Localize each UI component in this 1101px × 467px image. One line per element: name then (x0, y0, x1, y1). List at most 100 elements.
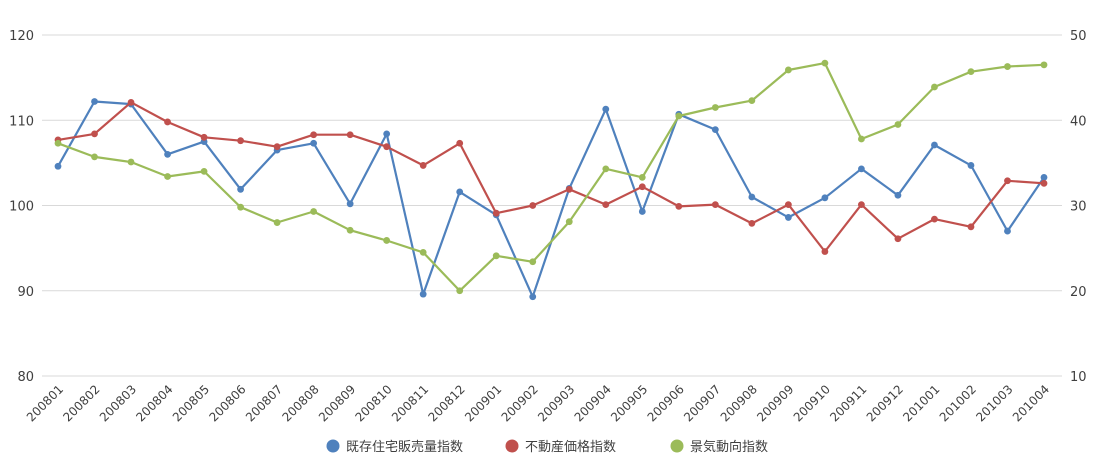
data-point (383, 130, 391, 138)
data-point (456, 287, 464, 295)
data-point (784, 214, 792, 221)
data-point (91, 130, 98, 138)
data-point (492, 252, 500, 260)
right-tick-label: 20 (1070, 285, 1087, 300)
x-tick-label: 200903 (535, 382, 577, 424)
data-point (821, 194, 829, 202)
x-tick-label: 200811 (389, 382, 431, 424)
x-tick-label: 201002 (937, 382, 979, 424)
data-point (91, 153, 98, 161)
data-point (383, 237, 391, 244)
right-tick-label: 10 (1070, 370, 1087, 385)
data-point (602, 105, 610, 113)
data-point (967, 162, 975, 169)
data-point (638, 208, 646, 215)
legend-label: 既存住宅販売量指数 (346, 439, 463, 455)
data-point (858, 201, 865, 209)
x-tick-label: 200904 (572, 382, 614, 424)
left-tick-label: 100 (9, 200, 34, 215)
data-point (748, 97, 756, 105)
data-point (711, 126, 719, 134)
data-point (784, 66, 792, 74)
x-tick-label: 200908 (718, 382, 760, 424)
data-point (1040, 179, 1048, 187)
x-tick-label: 200912 (864, 382, 906, 424)
data-point (310, 131, 318, 139)
data-point (237, 185, 244, 193)
data-point (638, 183, 646, 191)
gridlines (42, 34, 1062, 377)
data-point (821, 248, 829, 255)
data-point (164, 173, 171, 180)
series-2 (54, 98, 1048, 255)
legend-marker (326, 439, 340, 453)
x-tick-label: 200902 (499, 382, 541, 424)
data-point (931, 83, 938, 91)
x-tick-label: 200804 (133, 382, 175, 424)
x-tick-label: 200806 (206, 382, 248, 424)
left-y-axis: 80 90 100 110 120 (9, 29, 34, 385)
left-tick-label: 90 (17, 285, 34, 300)
series-line (57, 100, 1045, 298)
data-point (346, 131, 354, 139)
data-point (711, 201, 719, 209)
x-tick-label: 200801 (24, 382, 66, 424)
data-point (237, 203, 244, 211)
x-tick-label: 201001 (900, 382, 942, 424)
x-tick-label: 200906 (645, 382, 687, 424)
data-point (894, 235, 902, 243)
x-tick-label: 200911 (827, 382, 869, 424)
series-3 (54, 59, 1048, 295)
data-point (602, 165, 610, 173)
data-point (127, 98, 135, 106)
data-point (931, 141, 938, 149)
data-point (529, 202, 537, 209)
data-point (237, 137, 244, 145)
data-point (164, 150, 171, 158)
data-point (273, 219, 281, 226)
data-point (91, 98, 98, 105)
data-point (858, 165, 865, 173)
right-tick-label: 40 (1070, 114, 1087, 129)
left-tick-label: 80 (17, 370, 34, 385)
data-point (200, 133, 208, 141)
data-point (456, 188, 464, 196)
x-tick-label: 200803 (97, 382, 139, 424)
data-point (638, 173, 646, 181)
data-point (784, 201, 792, 209)
data-point (894, 121, 902, 128)
data-point (1004, 177, 1011, 185)
legend: 既存住宅販売量指数 不動産価格指数 景気動向指数 (326, 439, 768, 455)
legend-marker (505, 439, 519, 453)
data-point (419, 162, 427, 169)
data-point (529, 258, 537, 266)
right-y-axis: 10 20 30 40 50 (1070, 29, 1087, 385)
x-tick-label: 200802 (60, 382, 102, 424)
data-point (200, 168, 208, 175)
series-1 (54, 98, 1048, 301)
data-point (675, 112, 683, 120)
data-point (346, 200, 354, 208)
data-point (492, 209, 500, 217)
data-point (419, 290, 427, 298)
x-tick-label: 200812 (426, 382, 468, 424)
data-point (967, 223, 975, 231)
data-point (1004, 63, 1011, 70)
data-point (310, 208, 318, 215)
x-tick-label: 200808 (279, 382, 321, 424)
data-point (748, 193, 756, 201)
data-point (967, 68, 975, 76)
data-point (273, 143, 281, 151)
x-tick-label: 200809 (316, 382, 358, 424)
x-tick-label: 200909 (754, 382, 796, 424)
data-point (127, 158, 135, 166)
left-tick-label: 110 (9, 114, 34, 129)
x-tick-label: 201003 (973, 382, 1015, 424)
data-point (675, 202, 683, 210)
series-line (57, 61, 1045, 292)
right-tick-label: 30 (1070, 200, 1087, 215)
data-point (54, 139, 62, 147)
right-tick-label: 50 (1070, 29, 1087, 44)
x-tick-label: 200805 (170, 382, 212, 424)
